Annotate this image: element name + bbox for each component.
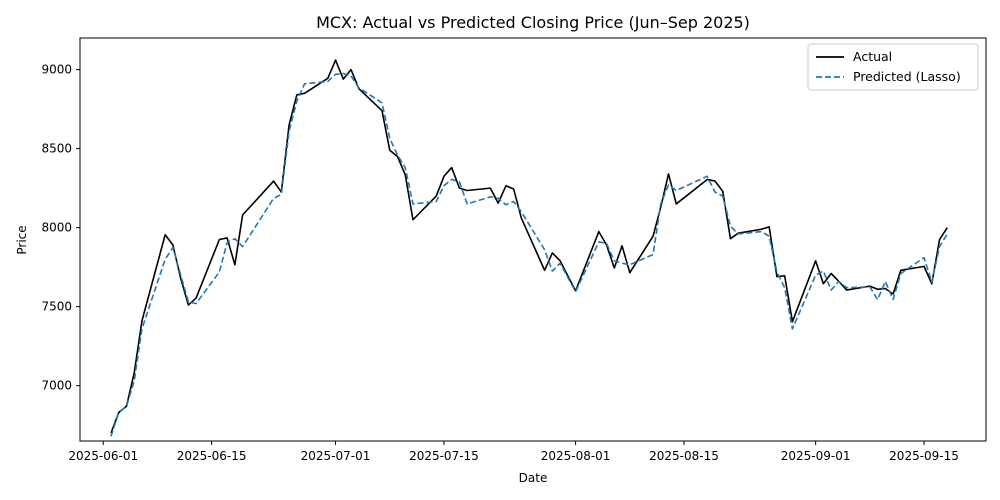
x-tick-label: 2025-07-15 — [409, 449, 479, 463]
x-axis-label: Date — [519, 471, 548, 485]
plot-area — [110, 59, 948, 437]
y-axis: 7000 7500 8000 8500 9000 — [41, 63, 80, 393]
legend-label-predicted: Predicted (Lasso) — [853, 69, 961, 84]
legend-box — [807, 43, 979, 91]
series-line-actual — [110, 59, 948, 434]
x-tick-label: 2025-06-15 — [177, 449, 247, 463]
plot-frame — [79, 37, 987, 442]
x-tick-label: 2025-08-01 — [541, 449, 611, 463]
series-line-predicted — [110, 72, 948, 437]
x-tick-label: 2025-06-01 — [68, 449, 138, 463]
y-tick-label: 7500 — [41, 300, 72, 314]
y-tick-label: 8000 — [41, 221, 72, 235]
x-tick-label: 2025-09-01 — [781, 449, 851, 463]
x-tick-label: 2025-08-15 — [649, 449, 719, 463]
legend-label-actual: Actual — [853, 49, 892, 64]
y-axis-label: Price — [15, 225, 29, 254]
y-tick-label: 8500 — [41, 142, 72, 156]
x-tick-label: 2025-09-15 — [889, 449, 959, 463]
y-tick-label: 7000 — [41, 379, 72, 393]
chart-title: MCX: Actual vs Predicted Closing Price (… — [316, 13, 750, 32]
x-axis: 2025-06-01 2025-06-15 2025-07-01 2025-07-15… — [68, 441, 959, 463]
y-tick-label: 9000 — [41, 63, 72, 77]
legend: Actual Predicted (Lasso) — [807, 43, 979, 91]
x-tick-label: 2025-07-01 — [301, 449, 371, 463]
